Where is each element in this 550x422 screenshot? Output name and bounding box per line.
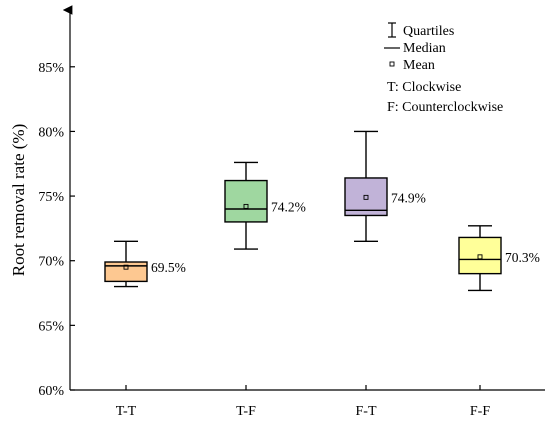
legend: Quartiles Median Mean T: Clockwise F: Co… [384, 22, 503, 115]
box-F-T: 74.9% [344, 130, 426, 243]
y-tick-label: 75% [38, 190, 64, 205]
legend-note-counterclockwise: F: Counterclockwise [387, 100, 503, 115]
x-ticks: T-T T-F F-T F-F [116, 385, 490, 419]
x-tick-label: T-F [236, 404, 256, 419]
y-ticks: 60% 65% 70% 75% 80% 85% [38, 61, 75, 399]
legend-mean-icon [389, 61, 395, 67]
legend-quartiles-icon [388, 22, 396, 38]
y-axis-label: Root removal rate (%) [9, 124, 28, 276]
legend-note-clockwise: T: Clockwise [387, 80, 461, 95]
box-iqr [344, 177, 388, 217]
y-tick-label: 85% [38, 61, 64, 76]
box-T-F: 74.2% [224, 161, 306, 250]
mean-marker [363, 194, 369, 200]
box-iqr [458, 236, 502, 275]
box-iqr [224, 179, 268, 223]
x-tick-label: F-T [356, 404, 377, 419]
boxes: 69.5% 74.2% 74.9% 70.3% [104, 130, 540, 292]
y-tick-label: 60% [38, 384, 64, 399]
legend-quartiles-label: Quartiles [403, 24, 454, 39]
mean-label: 70.3% [505, 250, 540, 265]
legend-mean-label: Mean [403, 58, 435, 73]
y-tick-label: 65% [38, 319, 64, 334]
mean-label: 74.2% [271, 199, 306, 214]
y-tick-label: 80% [38, 125, 64, 140]
box-F-F: 70.3% [458, 225, 540, 292]
legend-median-label: Median [403, 41, 446, 56]
axes [62, 5, 545, 391]
mean-marker [243, 203, 249, 209]
box-iqr [104, 261, 148, 283]
mean-label: 69.5% [151, 260, 186, 275]
x-tick-label: F-F [470, 404, 490, 419]
mean-marker [477, 254, 483, 260]
mean-marker [123, 264, 129, 270]
box-T-T: 69.5% [104, 240, 186, 288]
x-tick-label: T-T [116, 404, 137, 419]
mean-label: 74.9% [391, 190, 426, 205]
y-tick-label: 70% [38, 255, 64, 270]
